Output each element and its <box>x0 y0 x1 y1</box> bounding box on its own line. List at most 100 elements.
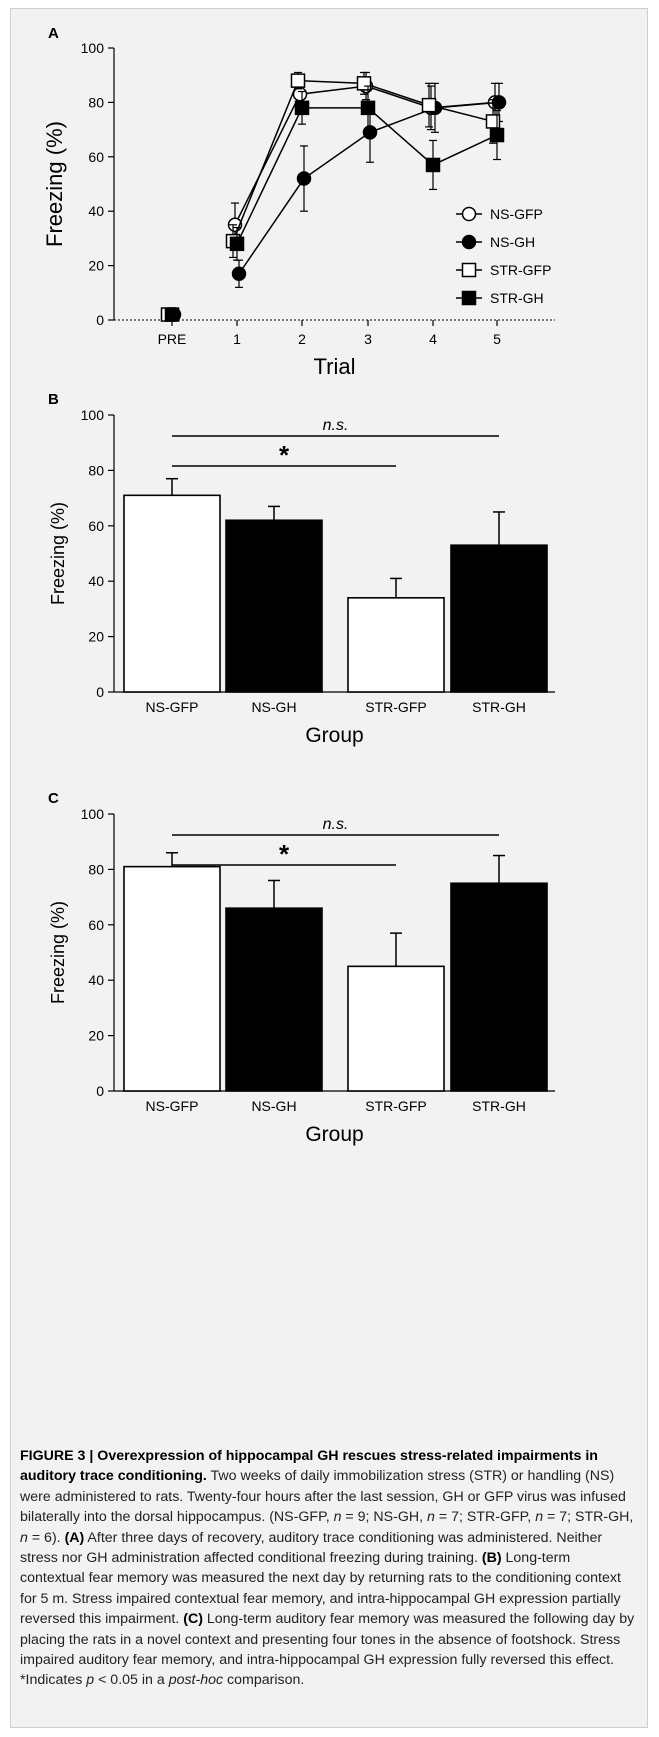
panel-a-data-point <box>294 100 310 116</box>
panel-a-y-tick-label: 40 <box>88 203 104 219</box>
caption-b-text: Long-term contextual fear memory was mea… <box>20 1550 621 1628</box>
panel-a-x-tick-label: 5 <box>493 331 501 347</box>
panel-c-x-tick-label: NS-GFP <box>146 1098 199 1114</box>
figure-panel <box>10 8 648 1728</box>
panel-a-y-tick-label: 60 <box>88 149 104 165</box>
panel-b-chart: B 0 20 40 60 80 100 Freezing (%) NS-GFP NS-GH STR-… <box>48 391 555 747</box>
caption-p: p <box>86 1672 95 1689</box>
panel-c-y-tick-label: 100 <box>81 806 105 822</box>
panel-b-bar <box>225 519 323 693</box>
caption-c-text: Long-term auditory fear memory was measu… <box>20 1611 635 1689</box>
caption-posthoc: post-hoc <box>168 1672 224 1689</box>
caption-c-label: (C) <box>183 1611 203 1628</box>
panel-b-y-tick-label: 0 <box>96 684 104 700</box>
caption-text-4: = 7; STR-GH, <box>543 1509 634 1526</box>
caption-n-4: n <box>20 1529 28 1546</box>
panel-b-x-tick-label: NS-GH <box>251 699 296 715</box>
panel-a-legend-label: NS-GH <box>490 234 535 250</box>
caption-label: FIGURE 3 | Overexpression of hippocampal… <box>20 1448 598 1485</box>
panel-b-y-tick-label: 100 <box>81 407 105 423</box>
panel-b-x-tick-label: STR-GH <box>472 699 526 715</box>
panel-a-legend-marker <box>461 206 477 222</box>
panel-a-chart: A 0 20 40 60 80 100 PRE 1 2 3 4 5 Trial Freezing (%) NS… <box>42 25 555 379</box>
panel-a-y-axis-label: Freezing (%) <box>42 121 67 247</box>
panel-b-y-tick-label: 20 <box>88 629 104 645</box>
panel-c-bar <box>347 965 445 1092</box>
caption-text-5: = 6). <box>27 1529 65 1546</box>
panel-a-x-tick-label: 3 <box>364 331 372 347</box>
panel-a-legend-label: STR-GFP <box>490 262 551 278</box>
panel-c-chart: C 0 20 40 60 80 100 Freezing (%) NS-GFP NS-GH STR-… <box>48 790 555 1146</box>
panel-c-y-tick-label: 20 <box>88 1028 104 1044</box>
panel-c-y-tick-label: 0 <box>96 1083 104 1099</box>
panel-b-y-tick-label: 40 <box>88 573 104 589</box>
caption-a-label: (A) <box>64 1529 85 1546</box>
panel-c-x-tick-label: NS-GH <box>251 1098 296 1114</box>
panel-a-legend-marker <box>461 234 477 250</box>
panel-a-y-tick-label: 100 <box>81 40 105 56</box>
panel-a-data-point <box>290 73 306 88</box>
panel-a-data-point <box>421 97 437 113</box>
panel-a-data-point <box>296 171 312 186</box>
panel-b-significance-label: * <box>279 440 290 470</box>
panel-a-data-point <box>491 95 507 110</box>
figure-caption: FIGURE 3 | Overexpression of hippocampal… <box>20 1446 638 1691</box>
panel-a-y-tick-label: 0 <box>96 312 104 328</box>
caption-n-2: n <box>427 1509 435 1526</box>
caption-text-7: comparison. <box>223 1672 305 1689</box>
panel-a-data-point <box>489 127 505 143</box>
panel-c-x-tick-label: STR-GH <box>472 1098 526 1114</box>
panel-a-legend-label: STR-GH <box>490 290 544 306</box>
panel-b-y-tick-label: 60 <box>88 518 104 534</box>
panel-c-bar <box>123 865 221 1092</box>
panel-a-x-tick-label: 2 <box>298 331 306 347</box>
panel-b-bar <box>450 544 548 693</box>
panel-a-y-tick-label: 20 <box>88 258 104 274</box>
panel-a-data-point <box>362 125 378 140</box>
panel-a-legend-label: NS-GFP <box>490 206 543 222</box>
caption-n-1: n <box>333 1509 342 1526</box>
panel-b-y-axis-label: Freezing (%) <box>48 502 68 605</box>
caption-b-label: (B) <box>481 1550 502 1567</box>
panel-b-x-axis-label: Group <box>305 724 363 747</box>
panel-c-significance-label: * <box>279 839 290 869</box>
panel-a-data-point <box>425 157 441 173</box>
caption-text-2: = 9; NS-GH, <box>341 1509 428 1526</box>
panel-c-y-tick-label: 80 <box>88 861 104 877</box>
panel-b-bar <box>347 597 445 693</box>
figure-svg: A 0 20 40 60 80 100 PRE 1 2 3 4 5 Trial Freezing (%) NS… <box>42 25 555 1146</box>
panel-a-x-tick-label: PRE <box>158 331 187 347</box>
panel-a-legend-marker <box>461 262 477 278</box>
panel-a-x-axis-label: Trial <box>314 354 356 379</box>
panel-c-letter: C <box>48 790 59 807</box>
panel-a-data-point <box>231 266 247 282</box>
panel-b-y-tick-label: 80 <box>88 462 104 478</box>
panel-a-data-point <box>292 86 308 102</box>
panel-c-bar <box>450 882 548 1092</box>
caption-n-3: n <box>535 1509 544 1526</box>
panel-a-data-point <box>164 307 180 322</box>
panel-b-letter: B <box>48 391 59 408</box>
caption-text-3: = 7; STR-GFP, <box>434 1509 536 1526</box>
panel-a-x-tick-label: 4 <box>429 331 437 347</box>
panel-a-y-tick-label: 80 <box>88 94 104 110</box>
panel-b-x-tick-label: STR-GFP <box>365 699 426 715</box>
caption-a-text: After three days of recovery, auditory t… <box>20 1529 603 1567</box>
panel-a-x-tick-label: 1 <box>233 331 241 347</box>
panel-b-significance-label: n.s. <box>323 417 349 434</box>
panel-a-data-point <box>360 100 376 116</box>
panel-c-y-axis-label: Freezing (%) <box>48 901 68 1004</box>
panel-c-y-tick-label: 40 <box>88 972 104 988</box>
panel-c-significance-label: n.s. <box>323 816 349 833</box>
panel-c-x-tick-label: STR-GFP <box>365 1098 426 1114</box>
panel-c-y-tick-label: 60 <box>88 917 104 933</box>
panel-a-letter: A <box>48 25 59 42</box>
caption-text-1: Two weeks of daily immobilization stress… <box>20 1468 626 1526</box>
panel-a-legend-marker <box>461 290 477 306</box>
panel-a-data-point <box>229 236 245 252</box>
panel-c-x-axis-label: Group <box>305 1123 363 1146</box>
panel-b-x-tick-label: NS-GFP <box>146 699 199 715</box>
caption-text-6: < 0.05 in a <box>94 1672 169 1689</box>
panel-b-bar <box>123 494 221 693</box>
panel-c-bar <box>225 907 323 1092</box>
